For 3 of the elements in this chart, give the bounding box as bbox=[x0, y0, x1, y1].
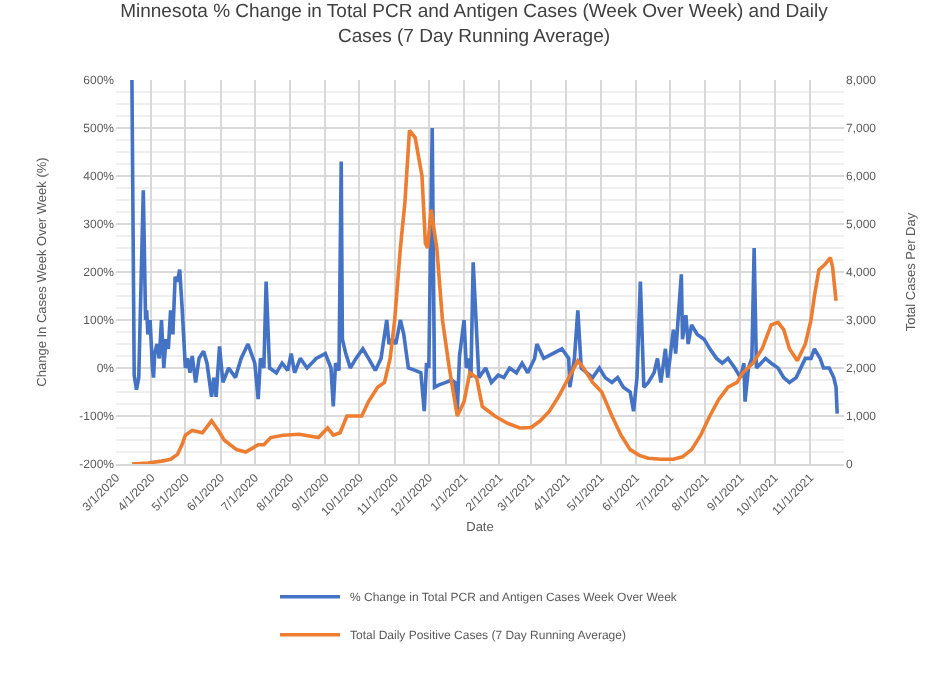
line-series bbox=[130, 128, 838, 464]
chart-title: Minnesota % Change in Total PCR and Antigen Cases (Week Over Week) and Daily Cases (7 Day Running Average) bbox=[120, 1, 829, 48]
line-series bbox=[130, 80, 839, 416]
